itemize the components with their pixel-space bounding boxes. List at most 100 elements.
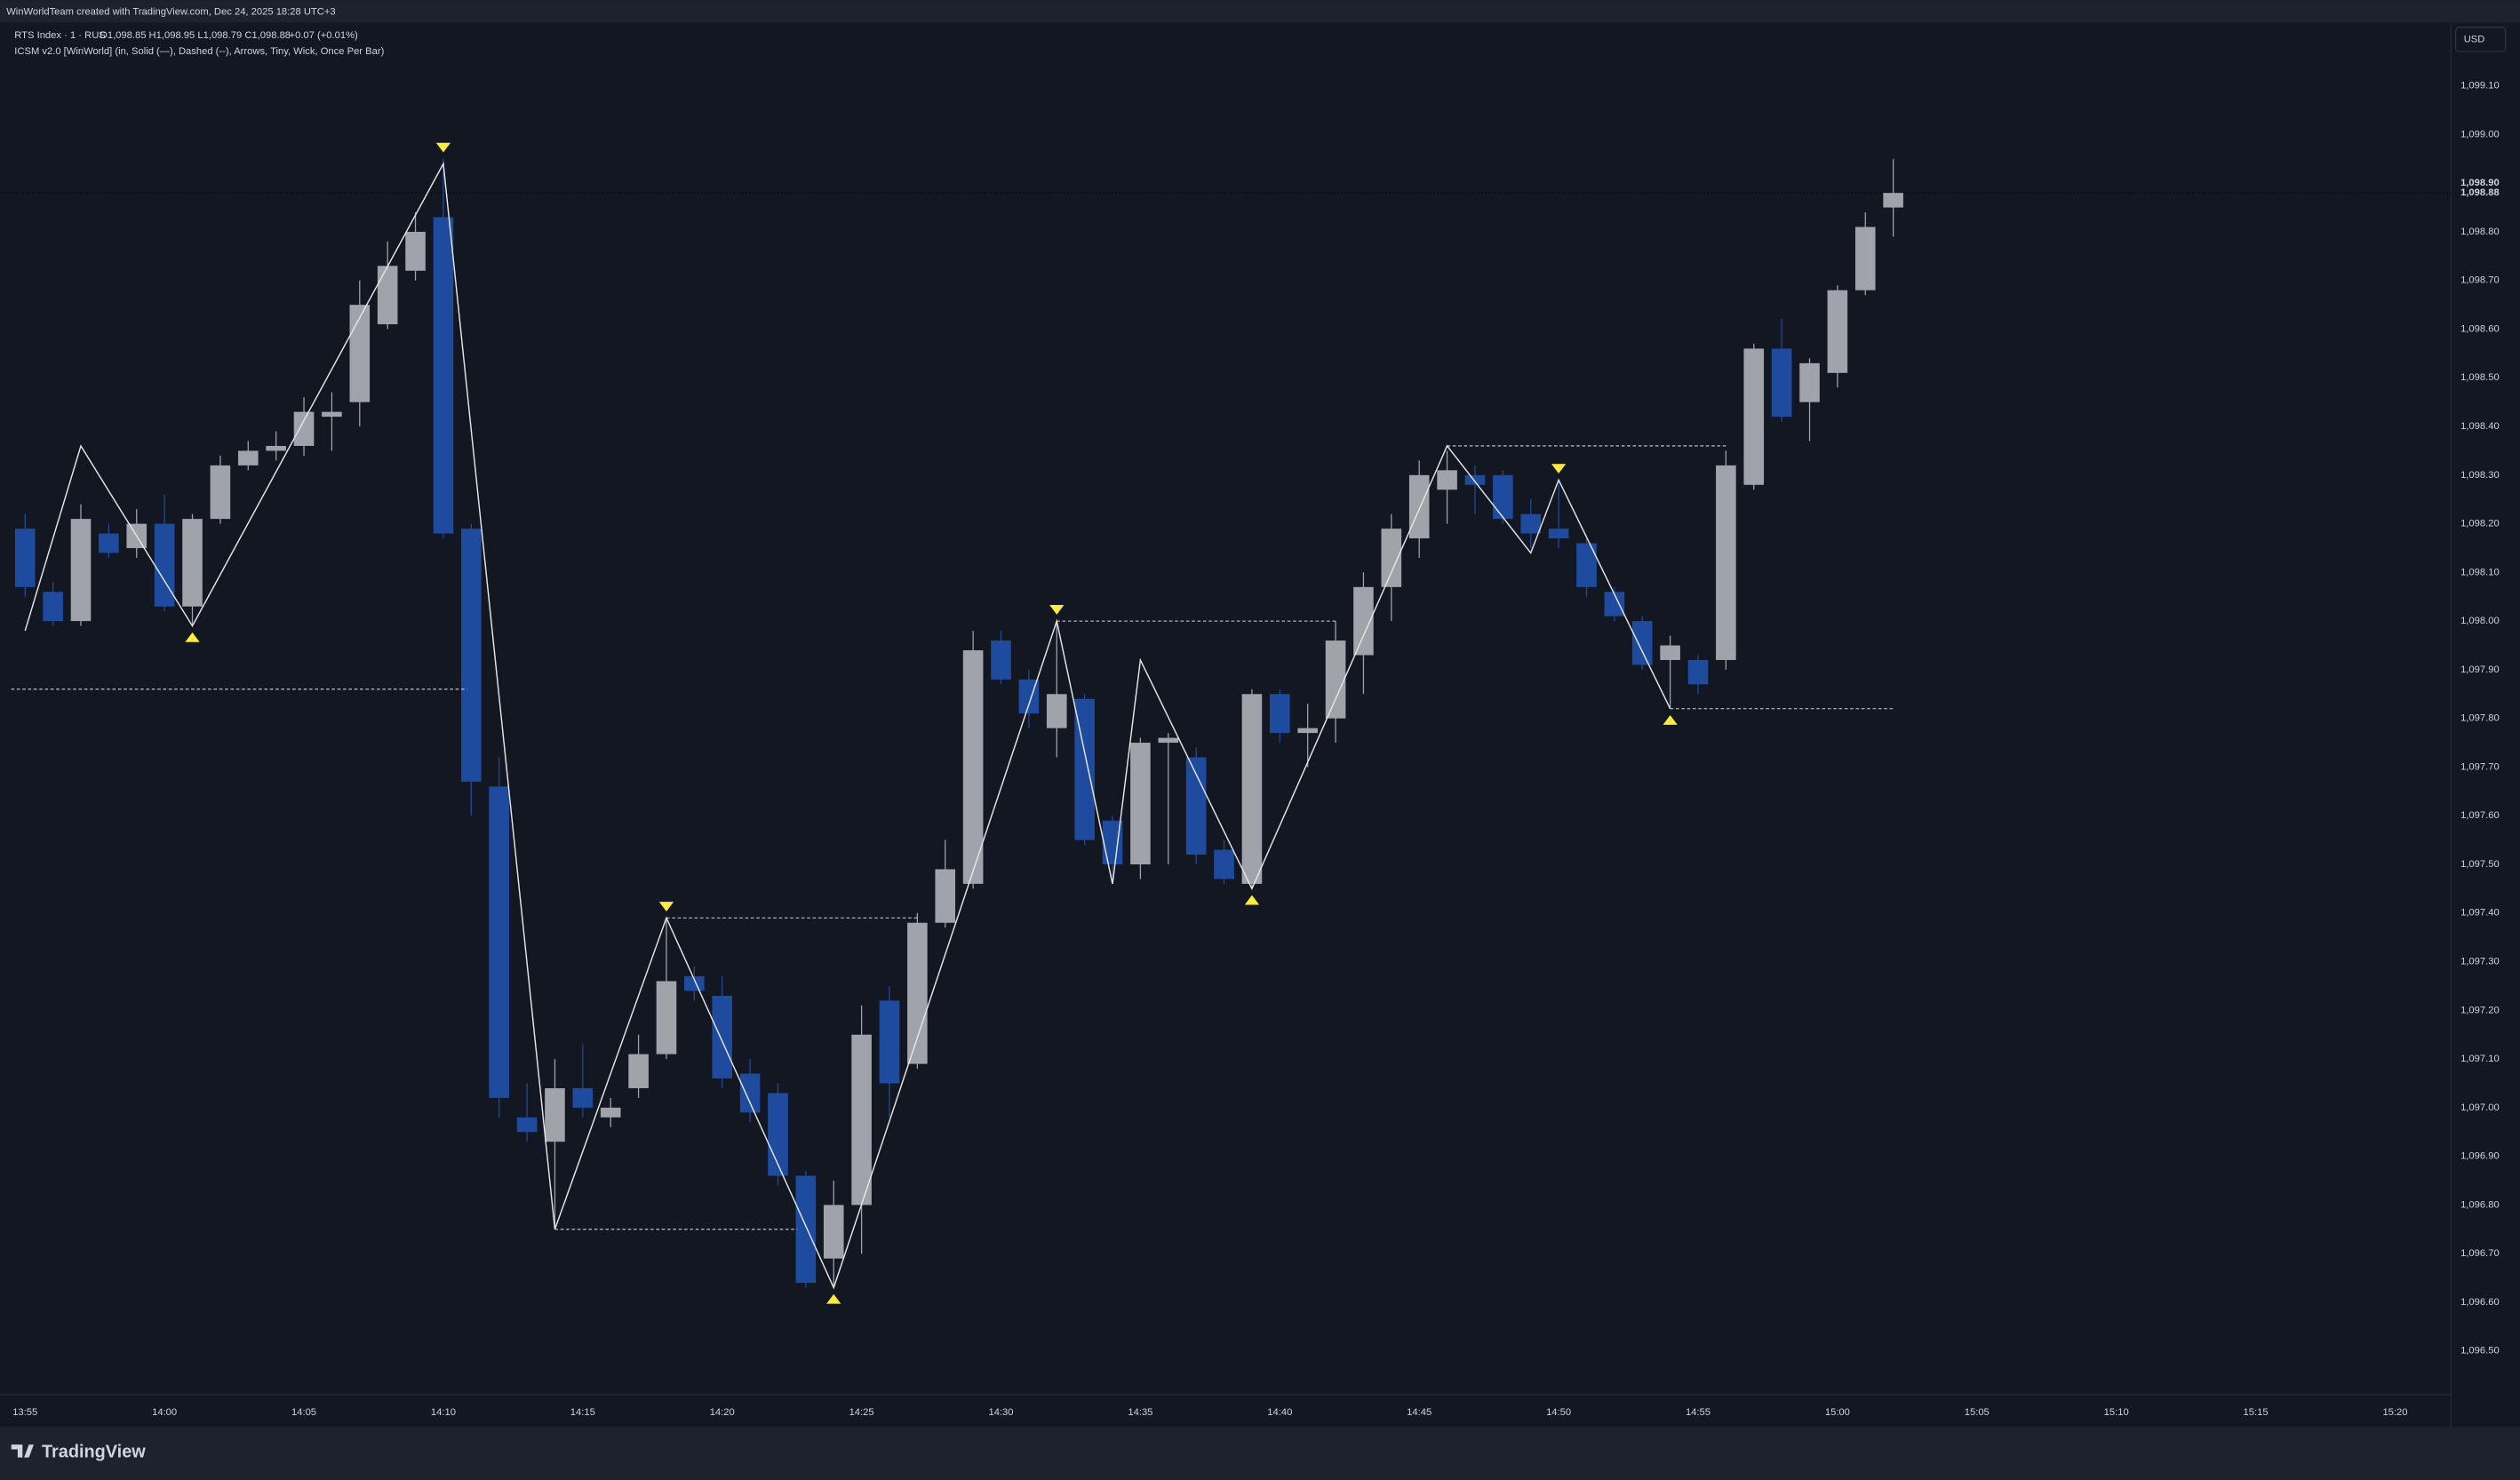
symbol-title: RTS Index · 1 · RUS [14,30,106,41]
x-tick-label: 14:00 [152,1407,177,1418]
x-tick-label: 15:15 [2244,1407,2269,1418]
candle-body [237,450,259,465]
y-tick-label: 1,099.00 [2460,129,2500,139]
x-tick-label: 15:20 [2382,1407,2407,1418]
x-tick-label: 14:05 [291,1407,316,1418]
candle-body [935,869,956,923]
y-tick-label: 1,098.10 [2460,567,2500,577]
y-tick-label: 1,096.80 [2460,1199,2500,1210]
price-label: 1,098.90 [2460,178,2500,188]
y-tick-label: 1,097.60 [2460,810,2500,821]
pivot-high-marker [658,902,674,912]
y-tick-label: 1,098.20 [2460,519,2500,529]
x-tick-label: 13:55 [12,1407,37,1418]
candle-body [1437,470,1457,490]
candle-body [1854,227,1876,290]
candle-body [322,411,342,418]
candle-body [1576,543,1597,587]
y-tick-label: 1,098.80 [2460,227,2500,237]
candle-body [1716,465,1736,660]
y-tick-label: 1,098.70 [2460,275,2500,286]
candle-body [433,217,454,534]
candle-body [1353,586,1374,656]
logo-text: TradingView [42,1442,146,1461]
y-tick-label: 1,097.80 [2460,713,2500,724]
candle-body [545,1087,565,1142]
price-label: 1,098.88 [2460,187,2500,198]
pivot-high-marker [435,142,451,153]
x-tick-label: 14:15 [570,1407,595,1418]
candle-body [1548,529,1569,539]
candle-body [907,922,928,1064]
candle-body [656,981,677,1054]
candle-body [99,533,119,553]
y-tick-label: 1,098.60 [2460,323,2500,334]
pivot-high-marker [1049,605,1065,615]
x-tick-label: 14:30 [988,1407,1013,1418]
candle-body [684,975,705,991]
indicator-legend: ICSM v2.0 [WinWorld] (in, Solid (—), Das… [14,46,384,57]
candle-body [823,1205,844,1259]
y-tick-label: 1,096.90 [2460,1151,2500,1162]
x-tick-label: 14:55 [1686,1407,1711,1418]
y-tick-label: 1,099.10 [2460,81,2500,92]
x-tick-label: 14:50 [1546,1407,1571,1418]
candle-body [1381,529,1402,587]
x-tick-label: 14:10 [431,1407,456,1418]
y-tick-label: 1,097.00 [2460,1102,2500,1113]
candle-body [1464,474,1486,485]
currency-box[interactable] [2455,27,2507,52]
candle-body [1799,362,1820,402]
x-tick-label: 14:40 [1267,1407,1292,1418]
candle-body [1130,743,1151,865]
candle-body [1158,737,1179,744]
price-label-box [2453,178,2519,188]
candle-body [154,523,175,607]
ohlc-legend: O1,098.85 H1,098.95 L1,098.79 C1,098.88 [100,30,291,41]
candle-body [600,1107,621,1118]
pivot-low-marker [826,1293,841,1304]
candle-body [1771,348,1792,418]
candle-body [70,519,92,622]
x-tick-label: 15:05 [1965,1407,1990,1418]
pivot-low-marker [1244,895,1260,905]
candle-body [739,1073,761,1113]
candle-body [1883,193,1903,208]
top-bar [0,0,2520,23]
y-tick-label: 1,097.30 [2460,957,2500,967]
y-tick-label: 1,096.50 [2460,1346,2500,1357]
candle-body [1214,849,1234,879]
candle-body [461,529,482,782]
candle-body [1493,474,1513,520]
candle-body [1408,474,1430,539]
pivot-high-marker [1551,464,1567,474]
candle-body [377,266,398,325]
candle-body [43,592,63,622]
candle-body [210,465,231,520]
x-tick-label: 14:25 [849,1407,874,1418]
candle-body [1102,820,1123,865]
y-tick-label: 1,096.70 [2460,1248,2500,1259]
y-tick-label: 1,098.40 [2460,421,2500,432]
candle-body [1687,659,1709,685]
y-tick-label: 1,097.20 [2460,1005,2500,1015]
candle-body [1270,694,1290,734]
candle-body [405,231,426,271]
pivot-low-marker [1663,714,1678,725]
candle-body [516,1117,538,1133]
x-tick-label: 15:10 [2104,1407,2129,1418]
x-tick-label: 14:20 [710,1407,735,1418]
candle-body [1046,694,1067,728]
bottom-bar [0,1427,2520,1480]
currency[interactable]: USD [2464,34,2485,44]
x-tick-label: 14:35 [1128,1407,1152,1418]
x-tick-label: 15:00 [1825,1407,1850,1418]
candle-body [1631,621,1653,665]
y-tick-label: 1,097.10 [2460,1054,2500,1064]
candle-body [851,1034,872,1205]
candle-body [1185,757,1207,855]
candle-body [572,1087,594,1108]
x-tick-label: 14:45 [1407,1407,1431,1418]
